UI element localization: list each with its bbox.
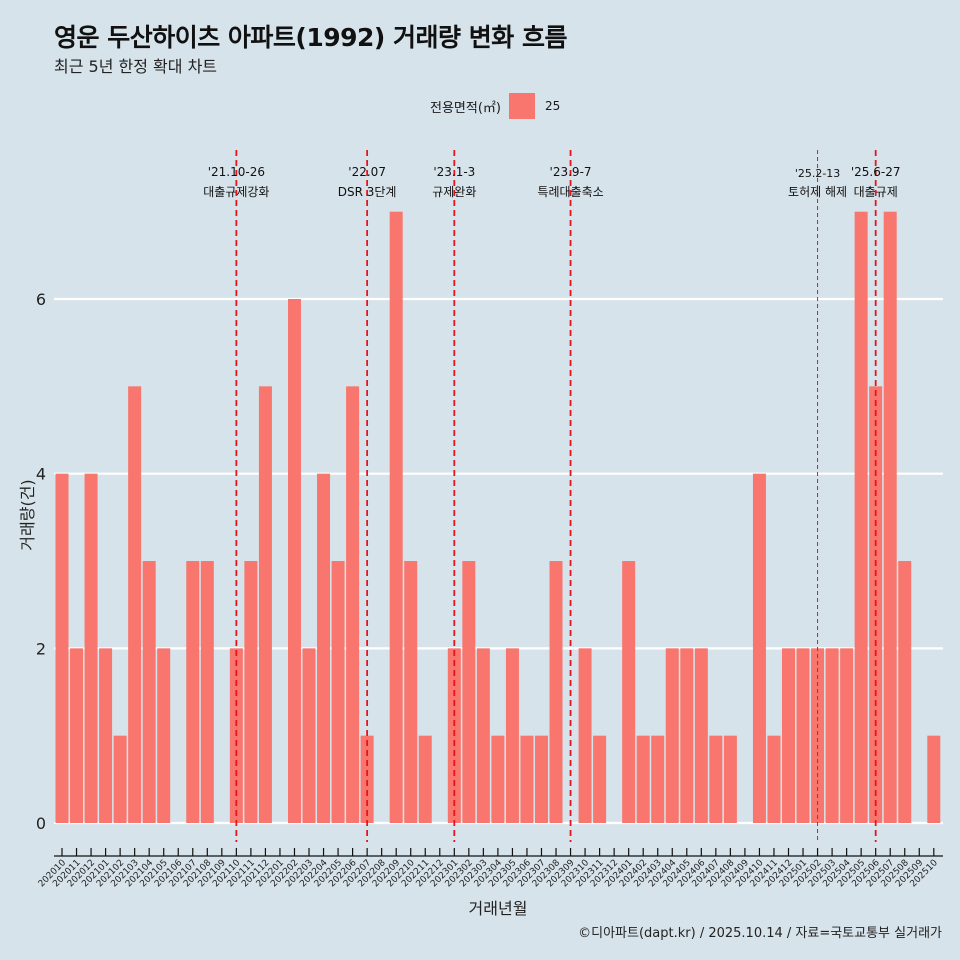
bar-202304	[491, 735, 505, 823]
event-name-label: 대출규제강화	[203, 185, 269, 199]
bar-202107	[186, 561, 200, 823]
bar-202111	[244, 561, 258, 823]
bar-202302	[462, 561, 476, 823]
event-date-label: '23.9-7	[550, 165, 592, 179]
legend-label: 25	[544, 99, 561, 113]
bar-202404	[665, 648, 679, 823]
bar-202206	[346, 386, 360, 823]
bar-202202	[287, 299, 301, 823]
bar-202010	[55, 473, 69, 823]
event-lines: '21.10-26 대출규제강화 '22.07 DSR 3단계 '23.1-3 규제완화 '…	[203, 150, 900, 842]
y-tick-label: 2	[36, 639, 46, 658]
event-name-label: 대출규제	[854, 185, 898, 199]
bar-202410	[752, 473, 766, 823]
event-date-label: '23.1-3	[433, 165, 475, 179]
bar-202403	[651, 735, 665, 823]
bar-202306	[520, 735, 534, 823]
y-axis: 0 2 4 6	[36, 290, 46, 833]
bar-202104	[142, 561, 156, 823]
event-name-label: DSR 3단계	[338, 185, 397, 199]
bar-202501	[796, 648, 810, 823]
y-axis-title: 거래량(건)	[18, 479, 37, 550]
bar-202204	[317, 473, 331, 823]
bar-202012	[84, 473, 98, 823]
bar-202102	[113, 735, 127, 823]
bar-202209	[389, 211, 403, 823]
bar-202505	[854, 211, 868, 823]
bar-202408	[723, 735, 737, 823]
bar-202108	[200, 561, 214, 823]
bar-202307	[534, 735, 548, 823]
event-date-label: '22.07	[348, 165, 386, 179]
chart-title: 영운 두산하이츠 아파트(1992) 거래량 변화 흐름	[54, 23, 567, 52]
y-tick-label: 0	[36, 814, 46, 833]
bar-202303	[476, 648, 490, 823]
bar-202311	[593, 735, 607, 823]
event-name-label: 규제완화	[432, 185, 476, 199]
bar-202305	[505, 648, 519, 823]
bar-202308	[549, 561, 563, 823]
bar-202112	[258, 386, 272, 823]
legend-swatch	[508, 93, 535, 119]
bar-202310	[578, 648, 592, 823]
bar-202402	[636, 735, 650, 823]
event-date-label: '25.2-13	[795, 167, 840, 180]
bar-202207	[360, 735, 374, 823]
event-name-label: 토허제 해제	[788, 185, 847, 199]
bar-202210	[404, 561, 418, 823]
bar-202203	[302, 648, 316, 823]
x-axis: 2020102020112020122021012021022021032021…	[37, 848, 943, 889]
event-date-label: '21.10-26	[208, 165, 265, 179]
legend: 전용면적(㎡) 25	[430, 93, 560, 119]
y-tick-label: 4	[36, 465, 46, 484]
bar-202011	[70, 648, 84, 823]
bar-202105	[157, 648, 171, 823]
x-axis-title: 거래년월	[469, 899, 528, 918]
bar-202401	[622, 561, 636, 823]
bar-202205	[331, 561, 345, 823]
y-tick-label: 6	[36, 290, 46, 309]
bar-202507	[883, 211, 897, 823]
bar-202508	[898, 561, 912, 823]
bar-202503	[825, 648, 839, 823]
bar-202406	[694, 648, 708, 823]
bar-202504	[840, 648, 854, 823]
bar-202211	[418, 735, 432, 823]
bar-202411	[767, 735, 781, 823]
bar-202412	[782, 648, 795, 823]
bars	[55, 211, 941, 823]
source-caption: ©디아파트(dapt.kr) / 2025.10.14 / 자료=국토교통부 실…	[578, 926, 942, 941]
bar-202510	[927, 735, 941, 823]
chart-subtitle: 최근 5년 한정 확대 차트	[54, 57, 218, 76]
bar-202502	[811, 648, 825, 823]
bar-202407	[709, 735, 723, 823]
bar-202103	[128, 386, 142, 823]
bar-202101	[99, 648, 113, 823]
bar-202405	[680, 648, 694, 823]
event-name-label: 특례대출축소	[537, 185, 603, 199]
event-date-label: '25.6-27	[851, 165, 901, 179]
legend-title: 전용면적(㎡)	[430, 100, 501, 116]
